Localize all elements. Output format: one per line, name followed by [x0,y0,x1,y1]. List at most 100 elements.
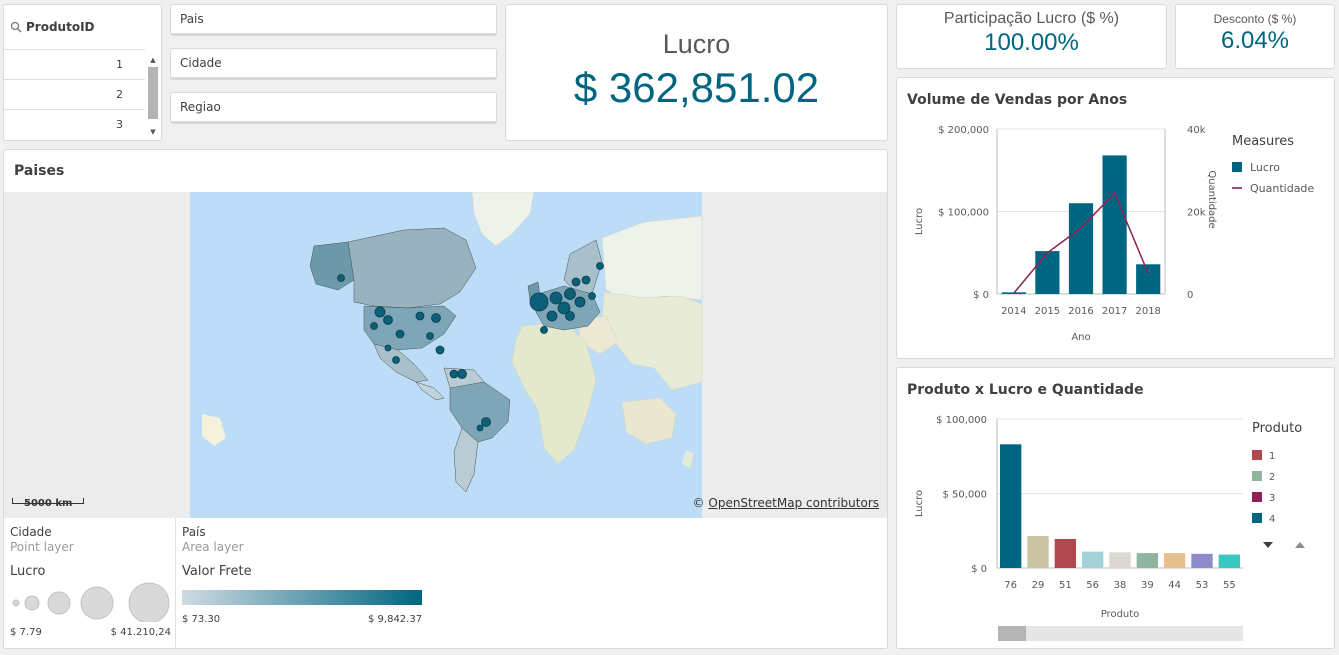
map-point[interactable] [481,417,491,427]
map-point[interactable] [571,277,581,287]
scroll-up-icon[interactable]: ▲ [150,56,156,64]
filter-list-item[interactable]: 1 [4,49,145,79]
map-point[interactable] [337,274,345,282]
map-point[interactable] [588,292,596,300]
chart1-svg[interactable]: $ 0 $ 100,000 $ 200,000 0 20k 40k 2014 2015 2016… [897,118,1334,358]
kpi-lucro[interactable]: Lucro $ 362,851.02 [505,4,888,141]
map-point[interactable] [574,296,586,308]
legend-size-circles [12,582,170,622]
produto-id-filter[interactable]: ProdutoID 1 2 3 ▲ ▼ [3,4,162,141]
chart1-x-tick-label: 2014 [1001,306,1026,317]
pais-filter[interactable]: Pais [170,4,497,36]
map-area-mexico[interactable] [373,343,429,383]
legend-size-circle [47,591,71,615]
chart2-bar[interactable] [1027,535,1049,568]
produto-id-filter-header[interactable]: ProdutoID [4,5,161,49]
legend-size-circle [24,595,40,611]
map-point[interactable] [426,332,434,340]
kpi-lucro-label: Lucro [662,29,731,59]
regiao-filter[interactable]: Regiao [170,92,497,124]
chart2-bar[interactable] [1191,553,1213,568]
cidade-filter[interactable]: Cidade [170,48,497,80]
map-point[interactable] [457,369,467,379]
kpi-participacao[interactable]: Participação Lucro ($ %) 100.00% [896,4,1167,69]
filter-list-item[interactable]: 2 [4,79,145,109]
chart1-bar[interactable] [1068,203,1094,294]
chart1-legend-label: Quantidade [1250,182,1314,195]
scroll-thumb[interactable] [148,67,158,119]
chart-produto-lucro[interactable]: Produto x Lucro e Quantidade $ 0 $ 50,000… [896,367,1335,649]
map-point[interactable] [476,424,484,432]
map-point[interactable] [435,345,445,355]
map-area-alaska[interactable] [309,241,355,291]
legend-scroll-up-icon[interactable] [1295,542,1305,548]
chart2-legend-label: 4 [1269,514,1275,525]
chart2-x-tick-label: 51 [1059,580,1072,591]
map-area-canada[interactable] [347,227,477,309]
legend-point-layer-name: Cidade [10,525,52,539]
map-canvas[interactable]: 5000 km © OpenStreetMap contributors [4,192,887,518]
map-point[interactable] [384,344,392,352]
legend-color-gradient [182,590,422,605]
kpi-desconto-label: Desconto ($ %) [1213,12,1297,26]
map-point[interactable] [581,275,591,285]
map-title: Paises [14,163,65,179]
search-icon [10,21,22,33]
map-point[interactable] [449,369,459,379]
map-point[interactable] [549,291,563,305]
map-svg[interactable] [4,192,887,518]
chart2-scroll-thumb[interactable] [998,626,1026,641]
chart1-bar[interactable] [1001,292,1026,294]
chart1-y2-tick-label: 20k [1187,208,1206,219]
map-point-layer[interactable] [337,262,604,432]
map-point[interactable] [431,313,441,323]
chart1-bar[interactable] [1035,251,1060,294]
chart1-legend-title: Measures [1232,134,1294,149]
map-point[interactable] [383,315,393,325]
map-point[interactable] [370,322,378,330]
map-area-brazil[interactable] [449,381,511,443]
chart1-y2-tick-label: 0 [1187,290,1193,301]
scroll-down-icon[interactable]: ▼ [150,128,156,136]
produto-id-scrollbar[interactable]: ▲ ▼ [147,55,159,140]
chart1-bar[interactable] [1136,264,1161,294]
map-point[interactable] [392,356,400,364]
chart2-bar[interactable] [1218,554,1240,568]
legend-scroll-down-icon[interactable] [1263,542,1273,548]
map-point[interactable] [546,310,558,322]
map-point[interactable] [564,288,576,300]
map-point[interactable] [540,326,548,334]
legend-point-min: $ 7.79 [10,627,42,638]
map-point[interactable] [395,329,405,339]
chart2-bar[interactable] [1054,538,1076,568]
chart2-svg[interactable]: $ 0 $ 50,000 $ 100,000 76 29 51 56 38 39 44 53 55 Pr… [897,408,1334,648]
map-point[interactable] [565,311,575,321]
chart2-bar[interactable] [1109,552,1131,568]
chart2-bar[interactable] [1082,551,1104,568]
filter-list-item[interactable]: 3 [4,109,145,139]
map-land-africa [511,321,597,465]
chart2-bar[interactable] [1136,553,1158,568]
chart2-bar[interactable] [1000,444,1022,568]
map-point[interactable] [374,306,386,318]
chart1-legend-swatch [1232,162,1242,172]
chart1-bar[interactable] [1102,155,1127,294]
chart1-x-tick-label: 2016 [1068,306,1093,317]
map-area-argentina[interactable] [453,427,479,493]
chart2-x-tick-label: 53 [1196,580,1209,591]
map-point[interactable] [557,301,571,315]
map-panel[interactable]: Paises [3,149,888,649]
chart2-x-tick-label: 38 [1114,580,1127,591]
chart-volume-vendas[interactable]: Volume de Vendas por Anos $ 0 $ 100,000 $ … [896,77,1335,359]
chart2-bar[interactable] [1164,553,1186,568]
chart1-y-tick-label: $ 100,000 [938,208,989,219]
kpi-desconto[interactable]: Desconto ($ %) 6.04% [1175,4,1335,69]
map-point[interactable] [415,311,425,321]
chart2-horizontal-scrollbar[interactable] [998,626,1243,641]
chart1-title: Volume de Vendas por Anos [907,92,1128,108]
chart1-x-axis-label: Ano [1071,332,1090,343]
map-point[interactable] [529,292,549,312]
map-attribution-link[interactable]: OpenStreetMap contributors [708,496,879,510]
map-point[interactable] [596,262,604,270]
map-area-central-america[interactable] [415,381,445,401]
